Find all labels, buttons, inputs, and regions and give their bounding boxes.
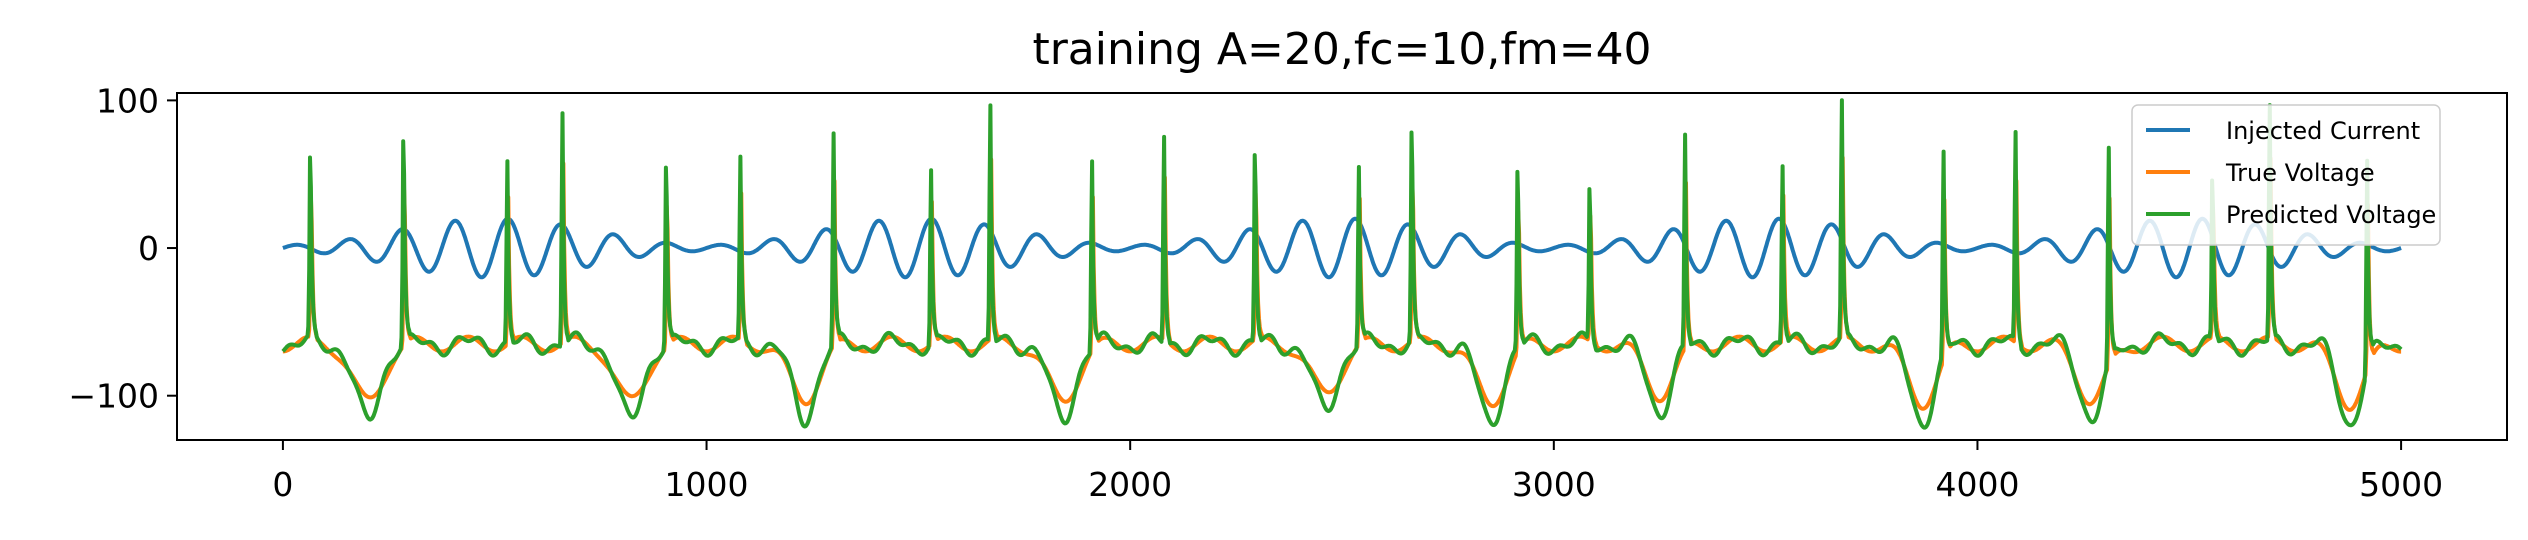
legend-label-injected-current: Injected Current [2226,117,2420,145]
legend-label-true-voltage: True Voltage [2225,159,2375,187]
chart-title: training A=20,fc=10,fm=40 [1032,24,1651,75]
legend: Injected Current True Voltage Predicted … [2131,104,2441,246]
x-tick-label: 3000 [1512,465,1596,504]
series-line-predicted-voltage [281,98,2403,430]
x-tick-label: 4000 [1935,465,2019,504]
x-tick-label: 5000 [2359,465,2443,504]
y-tick-label: 100 [96,81,159,120]
legend-box [2131,104,2441,246]
x-tick-label: 0 [272,465,293,504]
y-tick-label: 0 [138,229,159,268]
x-tick-label: 2000 [1088,465,1172,504]
legend-label-predicted-voltage: Predicted Voltage [2226,201,2436,229]
series-line-injected-current [281,216,2403,280]
x-tick-label: 1000 [665,465,749,504]
y-tick-label: −100 [68,377,159,416]
plot-frame [176,92,2508,441]
